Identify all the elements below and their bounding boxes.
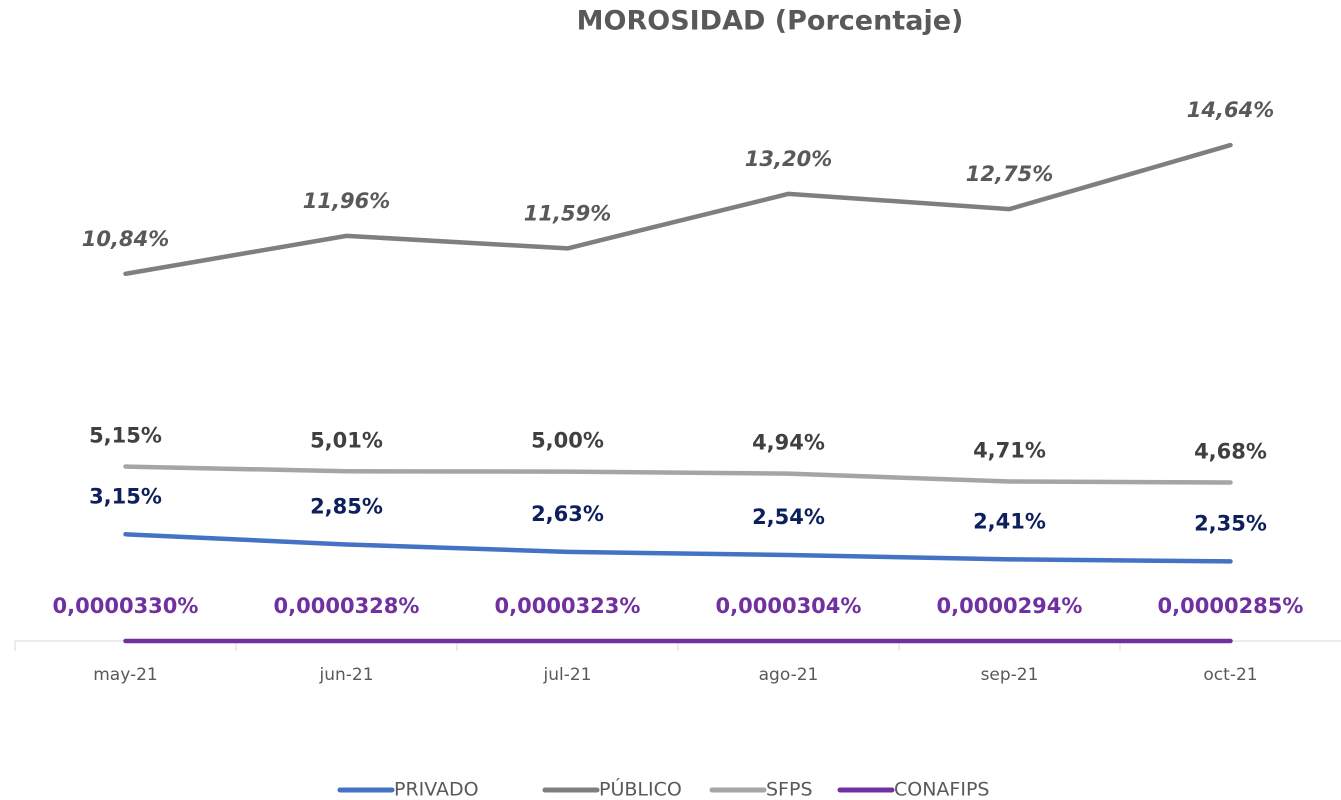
legend-label: PRIVADO: [394, 779, 479, 800]
data-label: 10,84%: [82, 227, 169, 251]
data-label: 0,0000328%: [274, 594, 420, 618]
data-label: 5,15%: [89, 424, 162, 448]
x-tick-label: ago-21: [759, 665, 819, 685]
x-tick-label: jul-21: [543, 665, 592, 685]
data-label: 2,63%: [531, 502, 604, 526]
data-label: 2,41%: [973, 509, 1046, 533]
legend-label: CONAFIPS: [894, 779, 989, 800]
data-label: 0,0000330%: [53, 594, 199, 618]
data-label: 2,54%: [752, 505, 825, 529]
data-label: 4,71%: [973, 438, 1046, 462]
data-label: 11,59%: [524, 201, 611, 225]
data-label: 0,0000323%: [495, 594, 641, 618]
data-label: 0,0000304%: [716, 594, 862, 618]
data-label: 3,15%: [89, 484, 162, 508]
chart-title: MOROSIDAD (Porcentaje): [577, 6, 964, 37]
data-label: 13,20%: [745, 147, 832, 171]
data-label: 11,96%: [303, 189, 390, 213]
data-label: 4,94%: [752, 431, 825, 455]
data-label: 0,0000294%: [937, 594, 1083, 618]
data-label: 2,85%: [310, 494, 383, 518]
x-tick-label: may-21: [93, 665, 158, 685]
data-label: 5,01%: [310, 428, 383, 452]
data-label: 4,68%: [1194, 439, 1267, 463]
data-label: 2,35%: [1194, 511, 1267, 535]
legend-label: SFPS: [766, 779, 813, 800]
line-series: [123, 142, 1233, 277]
data-label: 5,00%: [531, 429, 604, 453]
data-label: 12,75%: [966, 162, 1053, 186]
line-series: [123, 464, 1233, 485]
data-label: 0,0000285%: [1158, 594, 1304, 618]
data-label: 14,64%: [1187, 98, 1274, 122]
x-tick-label: jun-21: [318, 665, 373, 685]
x-tick-label: sep-21: [981, 665, 1039, 685]
line-series: [123, 532, 1233, 564]
legend-label: PÚBLICO: [599, 777, 682, 800]
x-tick-label: oct-21: [1203, 665, 1257, 685]
